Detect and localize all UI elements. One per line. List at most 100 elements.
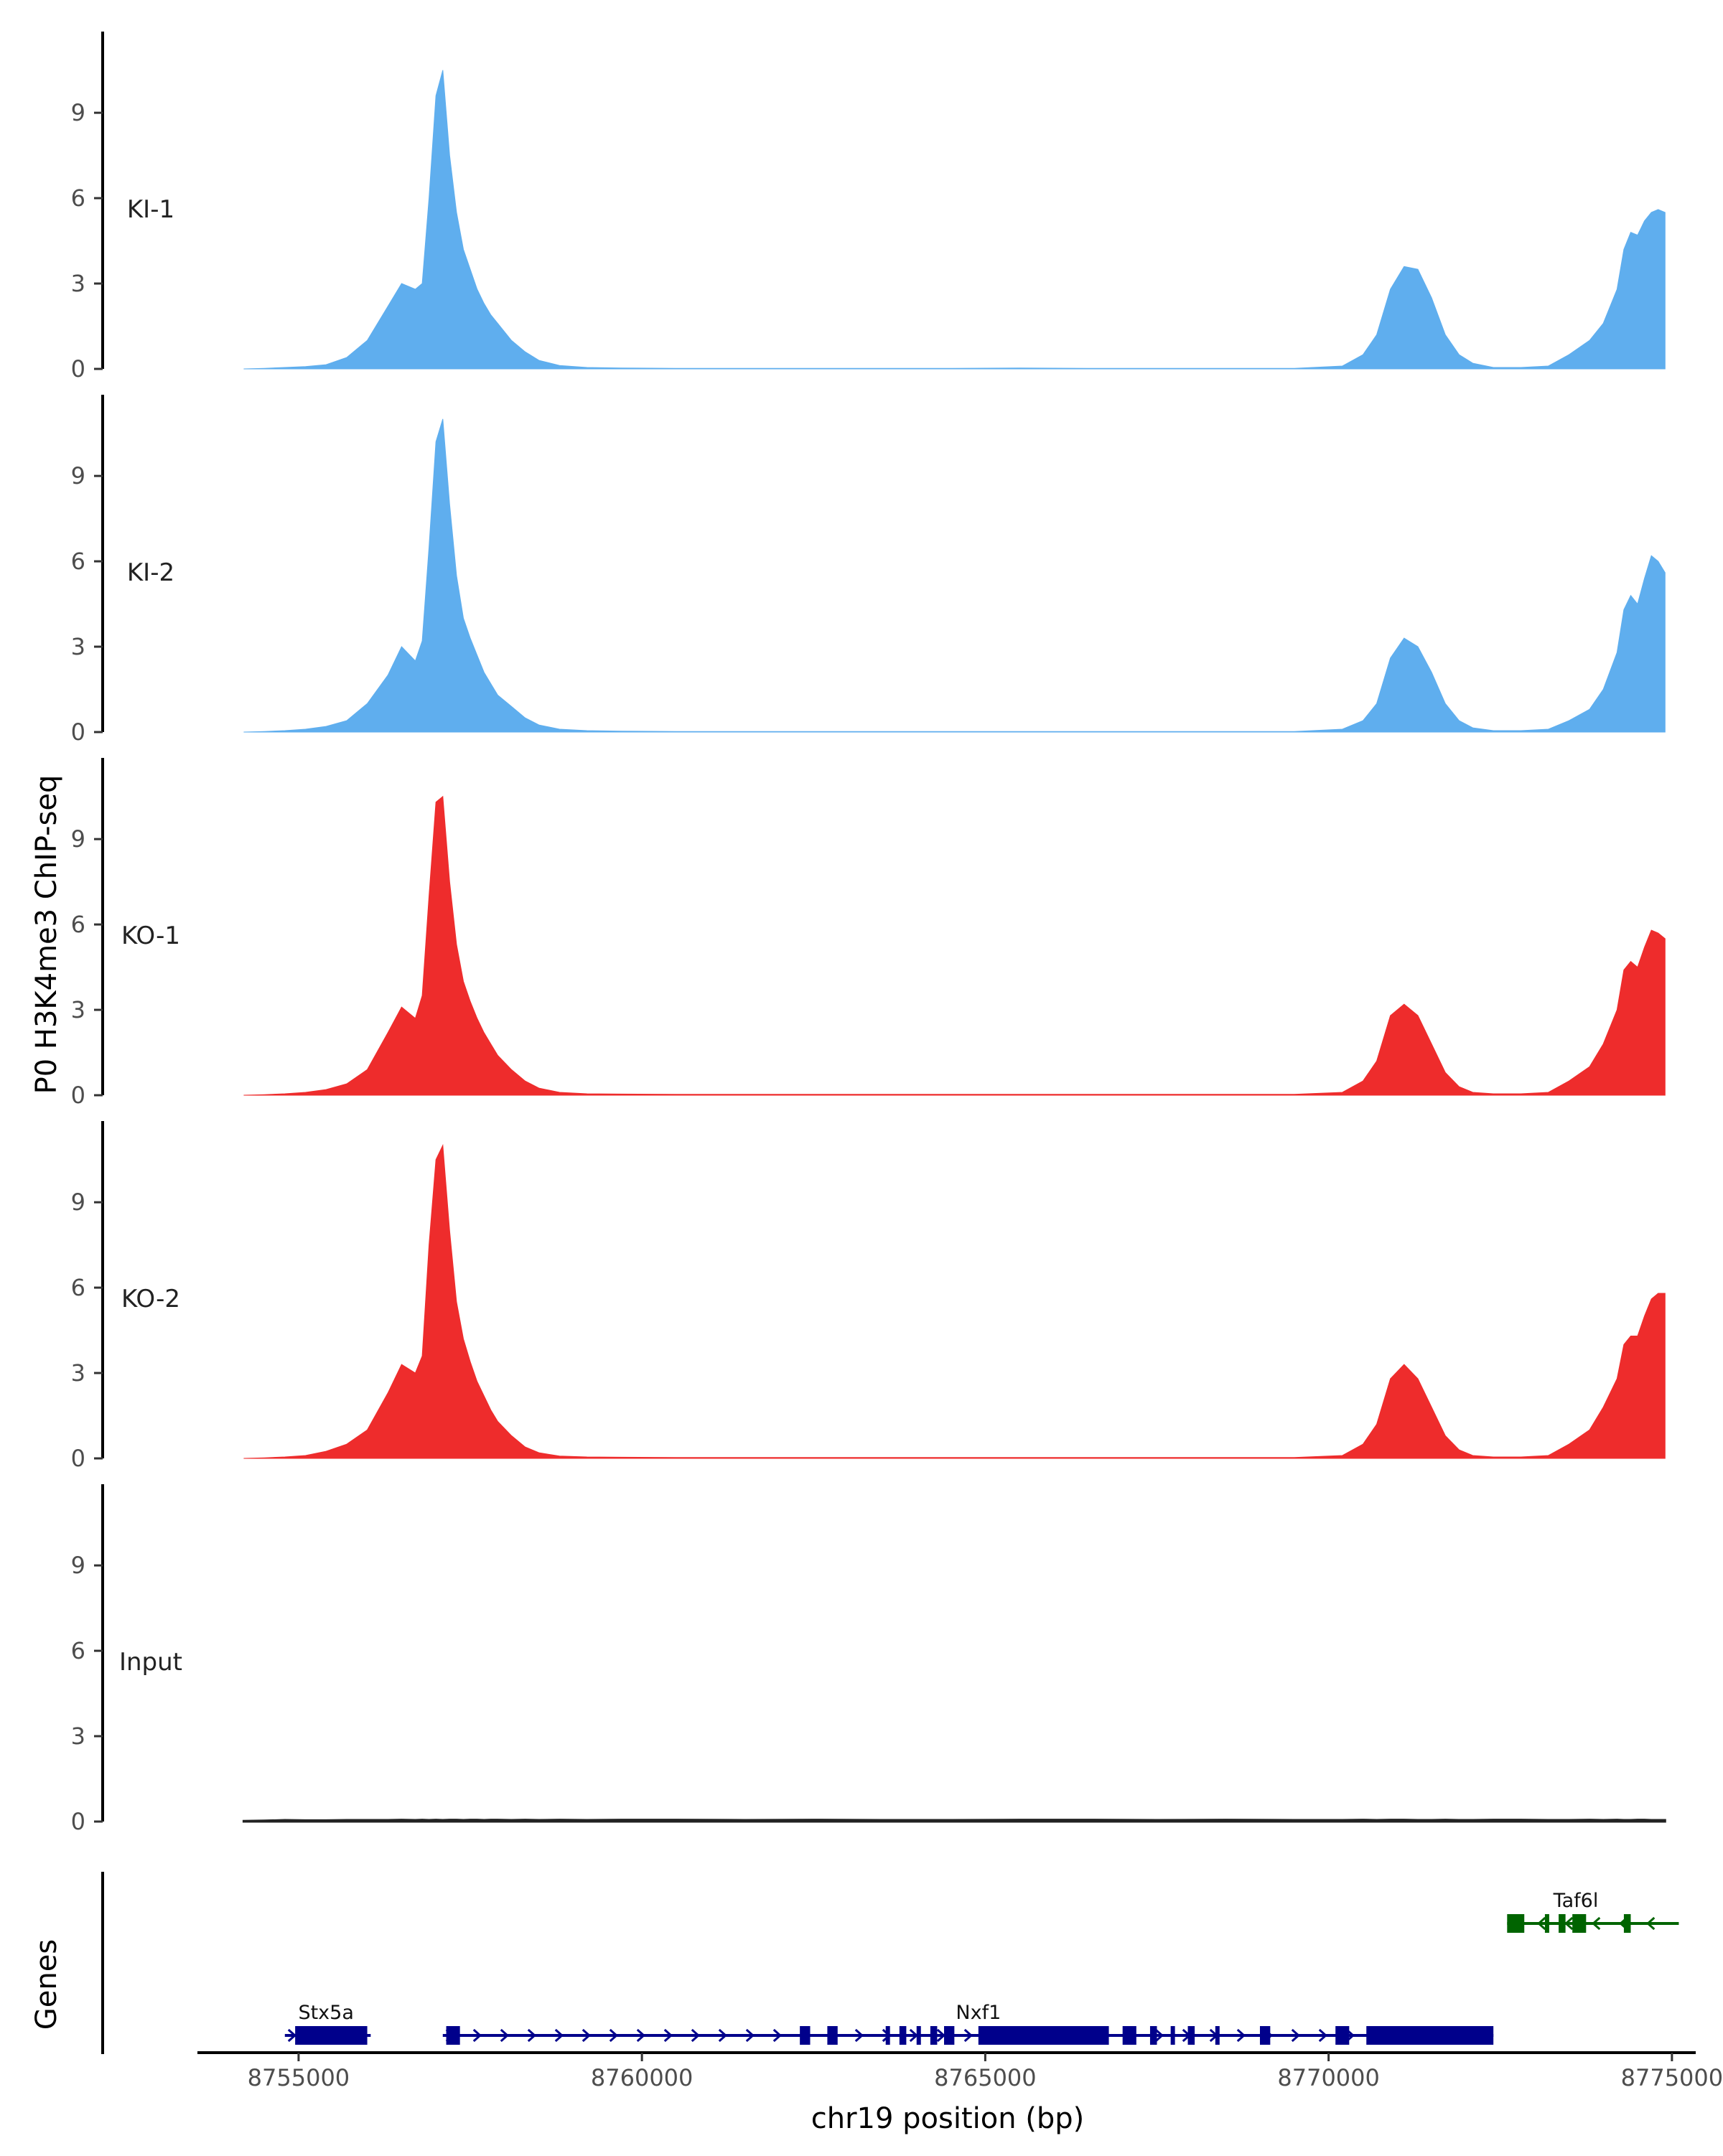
gene-name-label: Nxf1	[956, 2002, 1001, 2024]
track-input: 0 3 6 9 Input	[71, 1484, 1666, 1835]
x-axis-label: chr19 position (bp)	[811, 2102, 1085, 2135]
y-tick-label: 0	[71, 1808, 85, 1835]
y-tick-label: 9	[71, 462, 85, 489]
signal-area-ki-1	[243, 70, 1666, 370]
strand-chevron	[963, 2028, 973, 2043]
x-tick-label: 8770000	[1277, 2064, 1380, 2091]
strand-chevron	[472, 2028, 482, 2043]
gene-exon	[1507, 1914, 1525, 1933]
y-tick-label: 9	[71, 99, 85, 126]
gene-exon	[1572, 1914, 1587, 1933]
gene-exon	[1259, 2026, 1271, 2045]
gene-exon	[1366, 2026, 1494, 2045]
gene-exon	[295, 2026, 368, 2045]
track-ki-2: 0 3 6 9 KI-2	[71, 395, 1666, 746]
strand-chevron	[1154, 2028, 1164, 2043]
strand-chevron	[527, 2028, 537, 2043]
strand-chevron	[663, 2028, 673, 2043]
strand-chevron	[936, 2028, 946, 2043]
strand-chevron	[718, 2028, 728, 2043]
gene-taf6l: Taf6l	[1507, 1890, 1679, 1933]
strand-chevron	[1646, 1916, 1656, 1931]
strand-chevron	[636, 2028, 646, 2043]
gene-exon	[930, 2026, 938, 2045]
x-tick-label: 8755000	[248, 2064, 350, 2091]
y-tick-label: 3	[71, 996, 85, 1023]
track-ko-2: 0 3 6 9 KO-2	[71, 1121, 1666, 1472]
signal-area-ko-2	[243, 1143, 1666, 1459]
y-tick-label: 9	[71, 1552, 85, 1579]
gene-exon	[800, 2026, 811, 2045]
y-tick-label: 0	[71, 718, 85, 746]
signal-tracks: 0 3 6 9 KI-1 0 3 6 9 KI-2 0 3 6 9 KO-1 0 3 6 9 KO-2 0 3 6 9 Inpu…	[71, 32, 1666, 1835]
strand-chevron	[854, 2028, 864, 2043]
track-label: Input	[119, 1648, 182, 1677]
strand-chevron	[1564, 1916, 1574, 1931]
y-tick-label: 6	[71, 911, 85, 938]
y-tick-label: 6	[71, 1637, 85, 1664]
track-label: KI-1	[127, 195, 174, 224]
strand-chevron	[287, 2028, 297, 2043]
gene-exon	[916, 2026, 921, 2045]
y-tick-label: 6	[71, 1274, 85, 1301]
strand-chevron	[554, 2028, 564, 2043]
y-tick-label: 9	[71, 825, 85, 853]
y-tick-label: 0	[71, 1082, 85, 1109]
strand-chevron	[772, 2028, 783, 2043]
track-label: KO-2	[121, 1285, 180, 1313]
gene-exon	[899, 2026, 907, 2045]
gene-exon	[1122, 2026, 1136, 2045]
gene-exon	[1559, 1914, 1566, 1933]
gene-exon	[827, 2026, 838, 2045]
strand-chevron	[1537, 1916, 1546, 1931]
gene-exon	[1149, 2026, 1157, 2045]
y-tick-label: 9	[71, 1189, 85, 1216]
y-tick-label: 3	[71, 1723, 85, 1750]
gene-exon	[1544, 1914, 1549, 1933]
gene-name-label: Taf6l	[1553, 1890, 1599, 1912]
strand-chevron	[691, 2028, 701, 2043]
signal-area-ko-1	[243, 795, 1666, 1096]
gene-nxf1: Nxf1	[442, 2002, 1494, 2045]
x-tick-label: 8760000	[591, 2064, 694, 2091]
gene-exon	[944, 2026, 955, 2045]
y-tick-label: 3	[71, 1359, 85, 1387]
strand-chevron	[500, 2028, 510, 2043]
gene-exon	[1623, 1914, 1631, 1933]
gene-exon	[978, 2026, 1109, 2045]
y-axis-label: P0 H3K4me3 ChIP-seq	[30, 775, 63, 1095]
track-label: KO-1	[121, 922, 180, 950]
gene-name-label: Stx5a	[298, 2002, 353, 2024]
x-tick-label: 8765000	[934, 2064, 1037, 2091]
y-tick-label: 6	[71, 184, 85, 212]
genes-axis-label: Genes	[30, 1939, 63, 2030]
strand-chevron	[1236, 2028, 1246, 2043]
strand-chevron	[582, 2028, 592, 2043]
signal-area-ki-2	[243, 418, 1666, 733]
y-tick-label: 3	[71, 633, 85, 660]
gene-exon	[1170, 2026, 1175, 2045]
strand-chevron	[1318, 2028, 1328, 2043]
track-ki-1: 0 3 6 9 KI-1	[71, 32, 1666, 383]
gene-exon	[446, 2026, 460, 2045]
track-ko-1: 0 3 6 9 KO-1	[71, 758, 1666, 1109]
y-tick-label: 0	[71, 1445, 85, 1472]
gene-track: Stx5a Nxf1 Taf6l	[101, 1872, 1679, 2054]
gene-exon	[1187, 2026, 1195, 2045]
strand-chevron	[745, 2028, 755, 2043]
y-tick-label: 6	[71, 548, 85, 575]
y-tick-label: 0	[71, 355, 85, 383]
track-label: KI-2	[127, 558, 174, 587]
signal-area-input	[242, 1819, 1666, 1823]
x-tick-label: 8775000	[1621, 2064, 1723, 2091]
strand-chevron	[609, 2028, 619, 2043]
gene-exon	[885, 2026, 890, 2045]
y-tick-label: 3	[71, 270, 85, 297]
gene-stx5a: Stx5a	[284, 2002, 371, 2045]
gene-exon	[1215, 2026, 1220, 2045]
strand-chevron	[1592, 1916, 1601, 1931]
strand-chevron	[1291, 2028, 1301, 2043]
gene-exon	[1335, 2026, 1350, 2045]
